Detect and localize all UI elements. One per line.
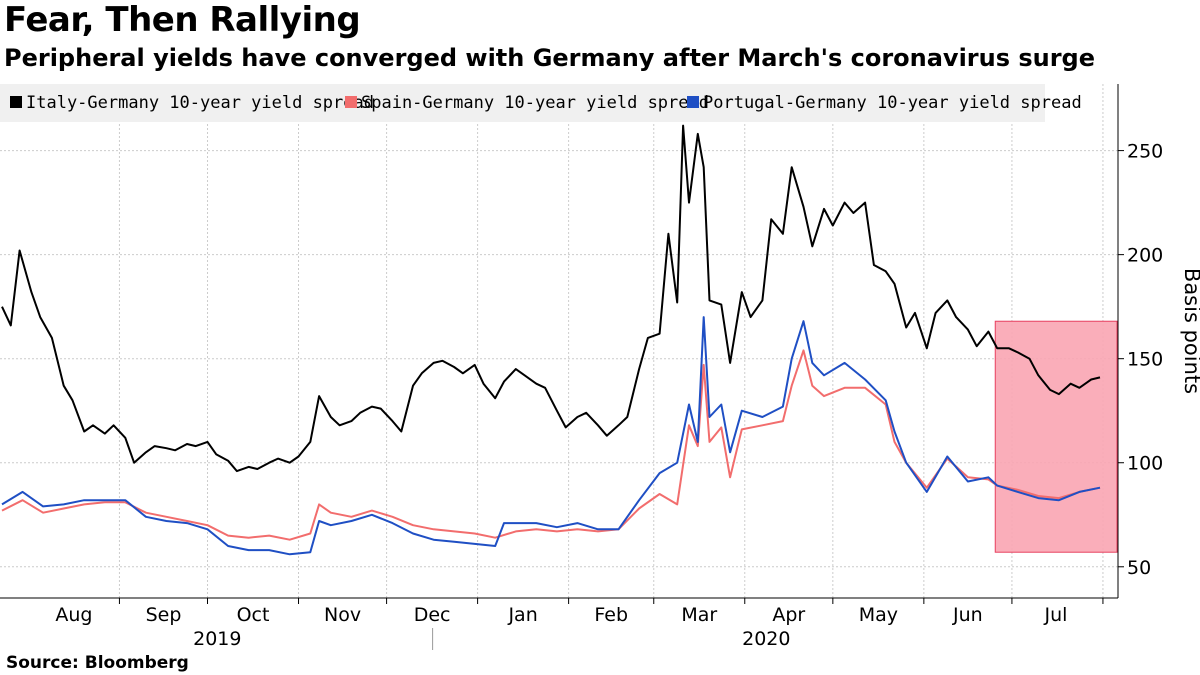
- highlight-box: [994, 320, 1118, 553]
- x-tick-label: Nov: [324, 604, 361, 626]
- legend: Italy-Germany 10-year yield spreadSpain-…: [0, 84, 1082, 122]
- legend-label: Portugal-Germany 10-year yield spread: [703, 93, 1082, 113]
- x-tick-label: May: [859, 604, 898, 626]
- x-tick-label: Feb: [594, 604, 628, 626]
- chart-subtitle: Peripheral yields have converged with Ge…: [4, 44, 1096, 72]
- x-tick-label: Mar: [681, 604, 717, 626]
- legend-swatch: [345, 96, 357, 108]
- x-tick-label: Oct: [237, 604, 270, 626]
- x-tick-label: Aug: [55, 604, 92, 626]
- x-tick-label: Jan: [507, 604, 537, 626]
- legend-swatch: [10, 96, 22, 108]
- x-tick-label: Apr: [772, 604, 805, 626]
- series-line-spain: [1, 349, 1101, 541]
- legend-swatch: [687, 96, 699, 108]
- legend-label: Spain-Germany 10-year yield spread: [361, 93, 709, 113]
- chart-title: Fear, Then Rallying: [4, 0, 361, 40]
- legend-label: Italy-Germany 10-year yield spread: [26, 93, 374, 113]
- series-lines: [1, 124, 1101, 556]
- x-tick-label: Jun: [952, 604, 983, 626]
- x-tick-label: Sep: [146, 604, 182, 626]
- y-tick-label: 100: [1127, 453, 1163, 475]
- y-tick-label: 250: [1127, 141, 1163, 163]
- series-line-portugal: [1, 316, 1101, 556]
- x-tick-label: Dec: [414, 604, 451, 626]
- year-label: 2020: [742, 628, 790, 650]
- axes: 50 100 150 200 250 Aug Sep Oct Nov Dec Jan Feb Mar Ap…: [0, 84, 1200, 650]
- y-tick-label: 150: [1127, 349, 1163, 371]
- year-label: 2019: [193, 628, 241, 650]
- y-tick-label: 200: [1127, 245, 1163, 267]
- y-tick-label: 50: [1127, 557, 1151, 579]
- legend-background: [0, 84, 1045, 122]
- y-axis-title: Basis points: [1180, 268, 1200, 394]
- series-line-italy: [1, 124, 1101, 473]
- x-tick-label: Jul: [1043, 604, 1067, 626]
- source-note: Source: Bloomberg: [6, 653, 189, 673]
- highlight-region: [994, 320, 1118, 553]
